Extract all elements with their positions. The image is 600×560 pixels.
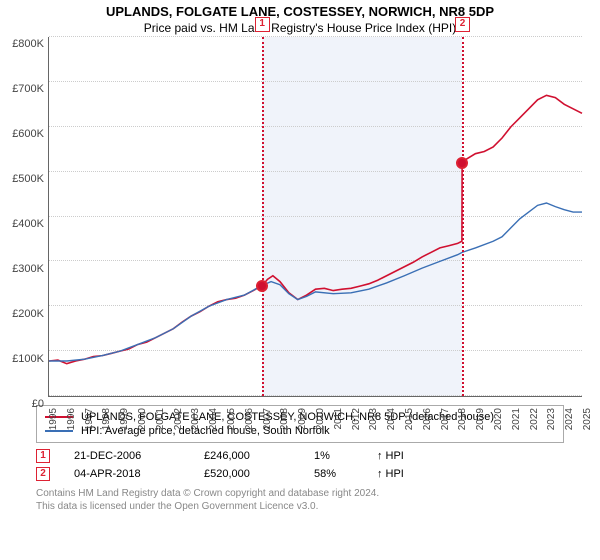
up-arrow-icon: ↑ [377,468,383,480]
event-cmp-2: HPI [386,468,404,480]
up-arrow-icon: ↑ [377,450,383,462]
disclaimer-line2: This data is licensed under the Open Gov… [36,500,564,513]
event-price-2: £520,000 [204,468,314,480]
y-axis-labels: £0£100K£200K£300K£400K£500K£600K£700K£80… [0,44,48,404]
event-date-2: 04-APR-2018 [74,468,204,480]
event-date-1: 21-DEC-2006 [74,450,204,462]
event-marker-1: 1 [36,449,50,463]
event-pct-2: 58% [314,468,374,480]
event-cmp-1: HPI [386,450,404,462]
event-price-1: £246,000 [204,450,314,462]
chart-subtitle: Price paid vs. HM Land Registry's House … [0,21,600,35]
disclaimer: Contains HM Land Registry data © Crown c… [36,487,564,513]
event-row-2: 2 04-APR-2018 £520,000 58% ↑ HPI [36,465,564,483]
plot-area: 12 [48,37,582,397]
event-row-1: 1 21-DEC-2006 £246,000 1% ↑ HPI [36,447,564,465]
events-table: 1 21-DEC-2006 £246,000 1% ↑ HPI 2 04-APR… [36,447,564,483]
event-marker-2: 2 [36,467,50,481]
chart-title: UPLANDS, FOLGATE LANE, COSTESSEY, NORWIC… [0,4,600,19]
x-axis-labels: 1995199619971998199920002001200220032004… [48,404,582,444]
event-pct-1: 1% [314,450,374,462]
disclaimer-line1: Contains HM Land Registry data © Crown c… [36,487,564,500]
chart-svg [49,37,582,396]
